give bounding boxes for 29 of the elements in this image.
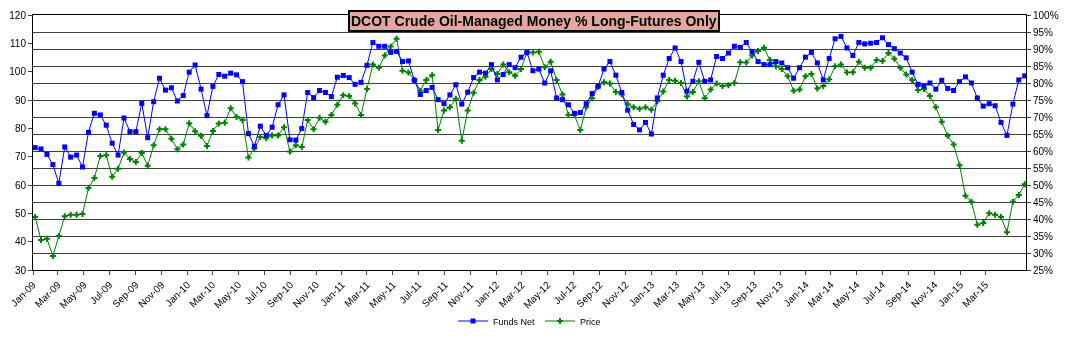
y2-tick-label: 85%	[1033, 60, 1054, 72]
legend-label: Price	[580, 316, 601, 327]
y-tick-label: 30	[14, 264, 27, 276]
y2-tick-label: 40%	[1033, 213, 1054, 225]
y-tick-label: 50	[14, 207, 27, 219]
y2-tick-label: 35%	[1033, 230, 1054, 242]
y2-tick-label: 70%	[1033, 111, 1054, 123]
chart-title: DCOT Crude Oil-Managed Money % Long-Futures Only	[351, 13, 717, 29]
y2-tick-label: 75%	[1033, 94, 1054, 106]
y2-tick-label: 45%	[1033, 196, 1054, 208]
y-tick-label: 120	[9, 9, 27, 21]
y-tick-label: 110	[10, 37, 27, 49]
y-tick-label: 90	[14, 94, 27, 106]
y2-tick-label: 55%	[1033, 162, 1054, 174]
y2-tick-label: 60%	[1033, 145, 1054, 157]
y-tick-label: 100	[9, 66, 27, 78]
y2-tick-label: 50%	[1033, 179, 1054, 191]
y2-tick-label: 80%	[1033, 77, 1054, 89]
y-tick-label: 70	[14, 151, 27, 163]
y2-tick-label: 90%	[1033, 43, 1054, 55]
y-tick-label: 40	[14, 236, 27, 248]
y2-tick-label: 65%	[1033, 128, 1054, 140]
y-tick-label: 80	[14, 122, 27, 134]
y2-tick-label: 100%	[1033, 9, 1059, 21]
y-tick-label: 60	[14, 179, 27, 191]
y2-tick-label: 30%	[1033, 247, 1054, 259]
y2-tick-label: 95%	[1033, 26, 1054, 38]
legend-label: Funds Net	[493, 316, 536, 327]
y2-tick-label: 25%	[1033, 264, 1054, 276]
